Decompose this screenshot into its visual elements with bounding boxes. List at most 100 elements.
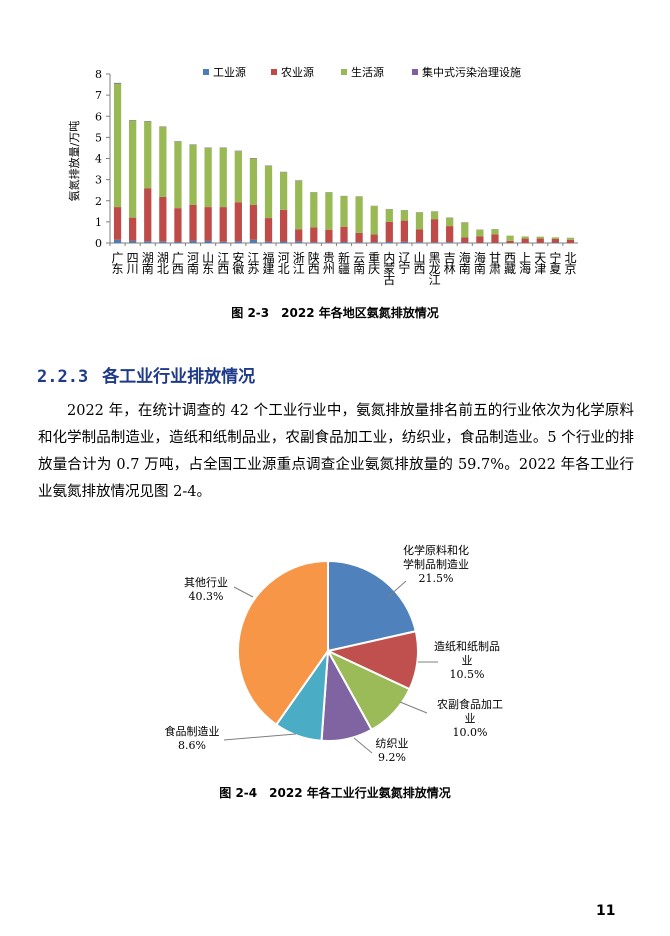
x-tick-label: 吉 xyxy=(444,251,456,265)
bar-segment xyxy=(325,192,333,230)
bar-segment xyxy=(159,241,167,243)
x-tick-label: 西 xyxy=(172,262,184,276)
bar-segment xyxy=(536,238,544,243)
industry-ammonia-pie-chart: 化学原料和化学制品制造业21.5%造纸和纸制品业10.5%农副食品加工业10.0… xyxy=(165,543,504,764)
bar-segment xyxy=(385,209,393,222)
bar-segment xyxy=(566,239,575,243)
legend-label: 农业源 xyxy=(281,65,314,79)
bar-segment xyxy=(566,237,575,240)
bar-segment xyxy=(113,239,122,243)
bar-segment xyxy=(551,237,559,239)
x-tick-label: 天 xyxy=(534,251,546,265)
pie-slice-label: 学制品制造业 xyxy=(403,557,469,571)
x-tick-label: 辽 xyxy=(398,251,410,265)
x-tick-label: 江 xyxy=(293,262,305,276)
bar-segment xyxy=(415,229,424,243)
x-tick-label: 南 xyxy=(142,261,154,276)
bar-segment xyxy=(129,120,137,218)
x-tick-label: 陕 xyxy=(308,250,320,265)
bar-segment xyxy=(295,180,303,230)
pie-slice-percent: 40.3% xyxy=(189,590,224,603)
bar-segment xyxy=(144,121,152,189)
x-tick-label: 西 xyxy=(504,251,516,265)
bar-segment xyxy=(204,207,212,241)
x-tick-label: 内 xyxy=(383,251,395,265)
x-tick-label: 江 xyxy=(217,251,229,265)
pie-slice-label: 造纸和纸制品 xyxy=(434,639,500,653)
bar-segment xyxy=(113,82,122,84)
x-tick-label: 林 xyxy=(444,262,456,276)
bar-segment xyxy=(370,242,378,243)
x-tick-label: 江 xyxy=(247,251,259,265)
bar-segment xyxy=(264,241,273,243)
y-tick-label: 5 xyxy=(95,131,102,144)
x-tick-label: 徽 xyxy=(232,261,244,276)
x-tick-label: 河 xyxy=(278,251,290,265)
legend-swatch xyxy=(271,69,277,75)
bar-segment xyxy=(219,241,227,243)
bar-segment xyxy=(476,229,484,237)
bar-segment xyxy=(129,217,137,241)
bar-segment xyxy=(204,240,212,243)
y-tick-label: 6 xyxy=(95,110,102,123)
bar-segment xyxy=(370,206,378,235)
x-tick-label: 肃 xyxy=(489,262,501,276)
bar-segment xyxy=(446,226,454,243)
figure-2-3-caption: 图 2-3 2022 年各地区氨氮排放情况 xyxy=(231,306,439,320)
x-tick-label: 疆 xyxy=(338,262,350,276)
x-tick-label: 东 xyxy=(202,262,214,276)
x-tick-label: 南 xyxy=(353,261,365,276)
pie-slice-label: 业 xyxy=(465,712,476,725)
y-tick-label: 0 xyxy=(95,237,102,250)
x-tick-label: 湖 xyxy=(157,250,169,265)
x-tick-label: 蒙 xyxy=(383,262,395,276)
bar-segment xyxy=(159,126,167,197)
pie-slice-label: 其他行业 xyxy=(184,576,228,589)
pie-slice xyxy=(327,559,418,653)
x-tick-label: 海 xyxy=(519,261,531,276)
x-tick-label: 重 xyxy=(368,251,380,265)
bar-segment xyxy=(430,211,439,220)
x-tick-label: 江 xyxy=(429,273,441,287)
bar-segment xyxy=(400,241,409,243)
x-tick-label: 四 xyxy=(127,251,139,265)
pie-slice-percent: 9.2% xyxy=(378,751,406,764)
bar-segment xyxy=(174,241,182,243)
bar-segment xyxy=(204,147,212,208)
x-tick-label: 广 xyxy=(172,251,184,265)
legend-swatch xyxy=(203,69,209,75)
pie-slice-percent: 8.6% xyxy=(178,739,206,752)
pie-slice-label: 化学原料和化 xyxy=(403,543,469,557)
bar-segment xyxy=(310,227,318,243)
x-tick-label: 北 xyxy=(564,251,576,265)
x-tick-label: 新 xyxy=(338,250,350,265)
bar-segment xyxy=(461,222,469,238)
pie-slice-percent: 10.0% xyxy=(453,726,488,739)
bar-segment xyxy=(295,241,303,243)
x-tick-label: 南 xyxy=(459,261,471,276)
x-tick-label: 东 xyxy=(112,262,124,276)
x-tick-label: 西 xyxy=(217,262,229,276)
pie-leader-line xyxy=(233,586,254,598)
bar-segment xyxy=(340,241,348,243)
section-heading: 2.2.3 各工业行业排放情况 xyxy=(37,362,255,387)
x-tick-label: 庆 xyxy=(368,262,380,276)
x-tick-label: 湖 xyxy=(142,250,154,265)
x-tick-label: 南 xyxy=(474,261,486,276)
x-tick-label: 北 xyxy=(278,262,290,276)
y-axis-label: 氨氮排放量/万吨 xyxy=(67,121,81,202)
bar-segment xyxy=(506,235,514,241)
bar-segment xyxy=(249,158,258,205)
x-tick-label: 黑 xyxy=(429,251,441,265)
bar-segment xyxy=(310,192,318,228)
x-tick-label: 甘 xyxy=(489,251,501,265)
pie-slice-label: 业 xyxy=(462,654,473,667)
bar-segment xyxy=(144,241,152,243)
legend-label: 生活源 xyxy=(351,65,384,79)
x-tick-label: 州 xyxy=(323,262,335,276)
bar-segment xyxy=(521,238,529,243)
pie-leader-line xyxy=(223,733,297,741)
pie-leader-line xyxy=(353,737,373,754)
bar-segment xyxy=(446,217,454,227)
bar-segment xyxy=(144,188,152,242)
